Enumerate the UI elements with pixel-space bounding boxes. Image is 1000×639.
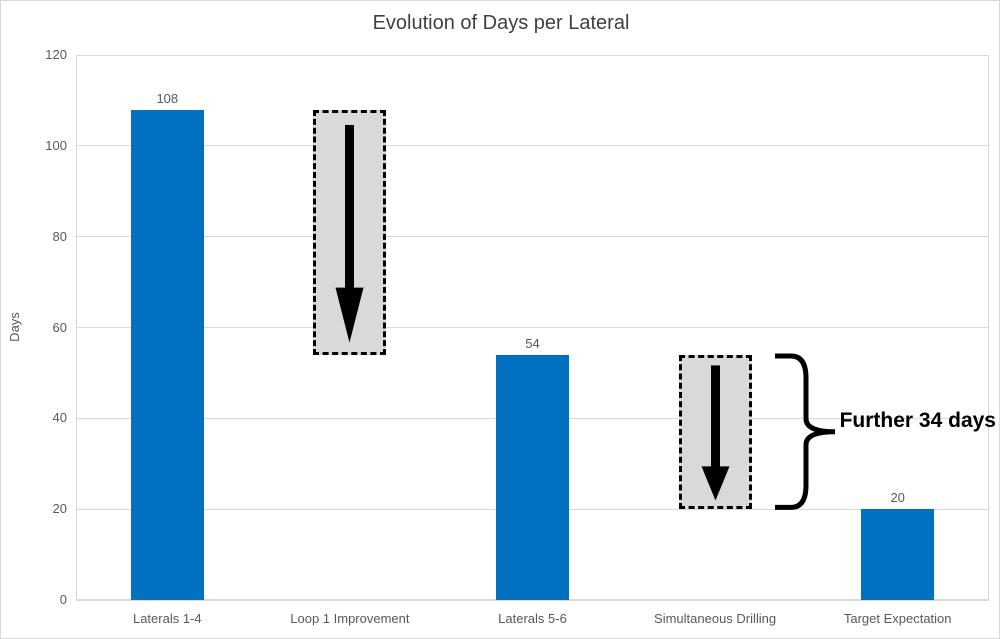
down-arrow-icon xyxy=(701,365,730,501)
gridline-100 xyxy=(76,145,989,147)
x-axis-label-3: Laterals 5-6 xyxy=(498,611,567,626)
bar-5 xyxy=(861,509,935,600)
bar-3 xyxy=(496,354,569,600)
chart-title: Evolution of Days per Lateral xyxy=(372,12,630,34)
loop-1-improvement-drop-box xyxy=(313,109,387,355)
y-tick-label-20: 20 xyxy=(52,501,67,517)
x-axis-label-4: Simultaneous Drilling xyxy=(654,611,777,626)
x-axis-label-1: Laterals 1-4 xyxy=(132,611,202,626)
simultaneous-drilling-drop-box xyxy=(678,354,752,510)
curly-brace xyxy=(774,353,835,510)
bar-value-label-1: 108 xyxy=(156,90,179,106)
y-tick-label-0: 0 xyxy=(59,592,67,607)
x-axis-label-5: Target Expectation xyxy=(843,611,952,626)
y-tick-label-80: 80 xyxy=(52,228,67,244)
gridline-80 xyxy=(76,236,989,238)
x-axis-label-2: Loop 1 Improvement xyxy=(290,611,410,626)
y-tick-label-40: 40 xyxy=(52,410,67,426)
y-tick-label-60: 60 xyxy=(52,319,67,335)
y-tick-label-100: 100 xyxy=(45,137,67,153)
down-arrow-icon xyxy=(335,124,364,343)
y-axis-title: Days xyxy=(7,312,22,342)
brace-annotation-text: Further 34 days xyxy=(839,409,996,433)
bar-value-label-5: 20 xyxy=(890,490,905,506)
bar-value-label-3: 54 xyxy=(525,335,540,351)
gridline-60 xyxy=(76,327,989,328)
bar-1 xyxy=(130,109,204,600)
y-tick-label-120: 120 xyxy=(45,47,67,62)
gridline-0 xyxy=(76,599,989,601)
